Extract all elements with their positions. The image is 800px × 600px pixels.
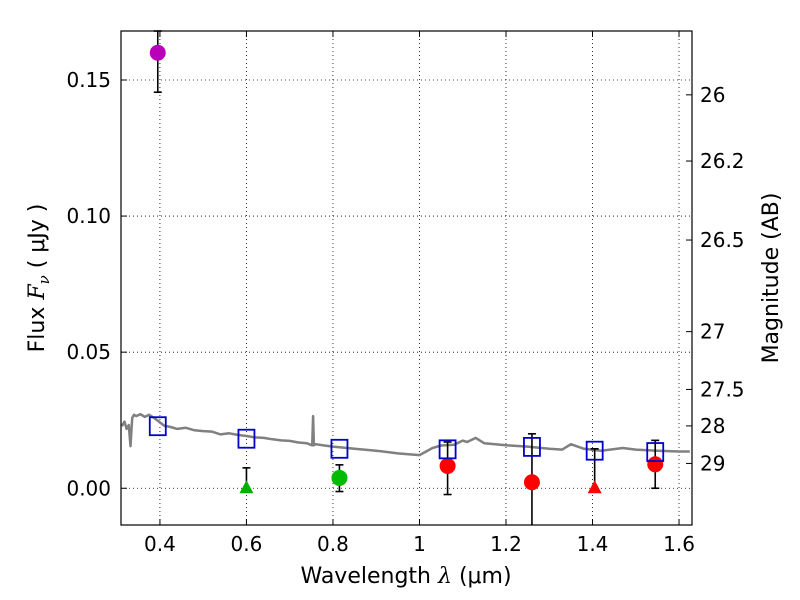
y-tick-label: 0.15 — [66, 68, 111, 92]
observed-point — [523, 474, 540, 491]
y-tick-label: 0.00 — [66, 476, 111, 500]
model-photometry-point — [438, 439, 457, 460]
x-tick-label: 1.6 — [663, 532, 695, 556]
x-tick-label: 1.4 — [577, 532, 609, 556]
x-axis-label: Wavelength λ (μm) — [300, 564, 511, 589]
model-photometry-point — [237, 428, 256, 449]
model-photometry-point — [646, 442, 665, 462]
x-tick-label: 1 — [413, 532, 426, 556]
model-photometry-point — [330, 438, 349, 459]
y-tick-label: 0.05 — [66, 340, 111, 364]
y2-axis-label: Magnitude (AB) — [759, 193, 784, 364]
observed-point — [149, 44, 166, 61]
x-tick-label: 0.6 — [231, 532, 263, 556]
x-tick-label: 1.2 — [490, 532, 522, 556]
y-tick-label: 0.10 — [66, 204, 111, 228]
model-photometry-point — [523, 436, 541, 457]
axis-ticks: 0.4 0.6 0.8 1 1.2 1.4 1.6 0.00 0.05 0.10 0.15 26 26.… — [66, 31, 745, 556]
observed-point — [647, 456, 664, 473]
observed-upper-limit — [239, 480, 254, 494]
observed-upper-limit — [587, 480, 602, 494]
mag-tick-label: 26 — [700, 83, 725, 107]
observed-point — [331, 469, 348, 486]
x-tick-label: 0.8 — [317, 532, 349, 556]
mag-tick-label: 26.2 — [700, 149, 745, 173]
y-axis-label: Flux Fν ( μJy ) — [25, 204, 53, 353]
mag-tick-label: 29 — [700, 451, 725, 475]
mag-tick-label: 27.5 — [700, 377, 745, 401]
mag-tick-label: 28 — [700, 414, 725, 438]
mag-tick-label: 26.5 — [700, 228, 745, 252]
model-photometry-point — [148, 416, 167, 437]
observed-point — [439, 457, 456, 474]
plot-frame — [120, 30, 693, 526]
error-bars — [148, 30, 665, 525]
mag-tick-label: 27 — [700, 320, 725, 344]
x-tick-label: 0.4 — [144, 532, 176, 556]
model-photometry-point — [585, 440, 604, 461]
